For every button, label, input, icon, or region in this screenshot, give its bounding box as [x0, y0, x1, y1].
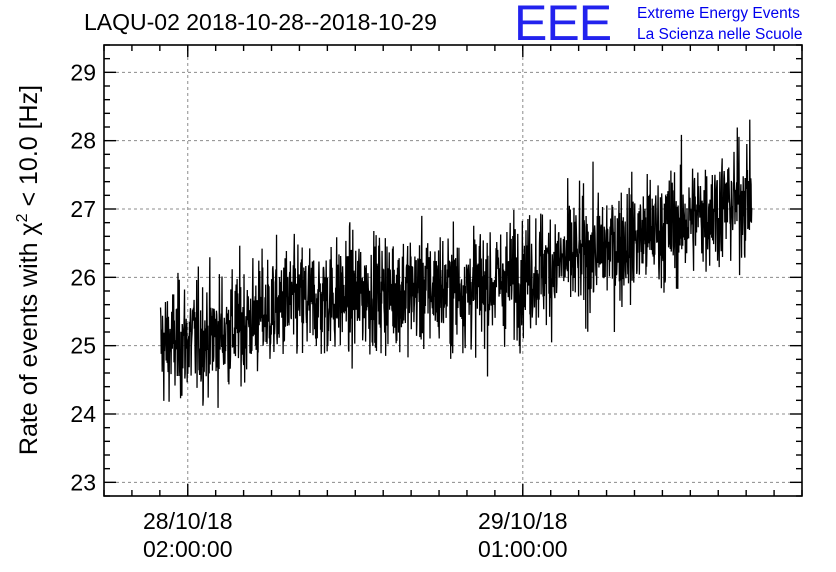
y-axis-label: Rate of events with χ2 < 10.0 [Hz] [14, 85, 43, 455]
y-tick-label: 27 [70, 196, 96, 222]
rate-series-line [159, 119, 753, 408]
y-tick-label: 26 [70, 264, 96, 290]
brand-line-2: La Scienza nelle Scuole [637, 26, 802, 43]
plot-frame [103, 44, 803, 497]
logo-text: EEE [514, 0, 611, 51]
y-tick-label: 28 [70, 128, 96, 154]
y-tick-label: 29 [70, 59, 96, 85]
x-tick-label-time: 02:00:00 [143, 536, 233, 562]
y-tick-label: 24 [70, 401, 96, 427]
ticks [103, 44, 803, 497]
y-tick-label: 23 [70, 469, 96, 495]
eee-logo: EEE [514, 0, 612, 51]
x-tick-label-date: 29/10/18 [478, 508, 568, 534]
y-tick-label: 25 [70, 333, 96, 359]
chart-title: LAQU-02 2018-10-28--2018-10-29 [84, 9, 437, 35]
x-tick-label-time: 01:00:00 [478, 536, 568, 562]
series-layer [159, 119, 753, 408]
brand-line-1: Extreme Energy Events [637, 5, 800, 22]
y-tick-labels: 23 24 25 26 27 28 29 [70, 59, 96, 495]
x-tick-label-date: 28/10/18 [143, 508, 233, 534]
